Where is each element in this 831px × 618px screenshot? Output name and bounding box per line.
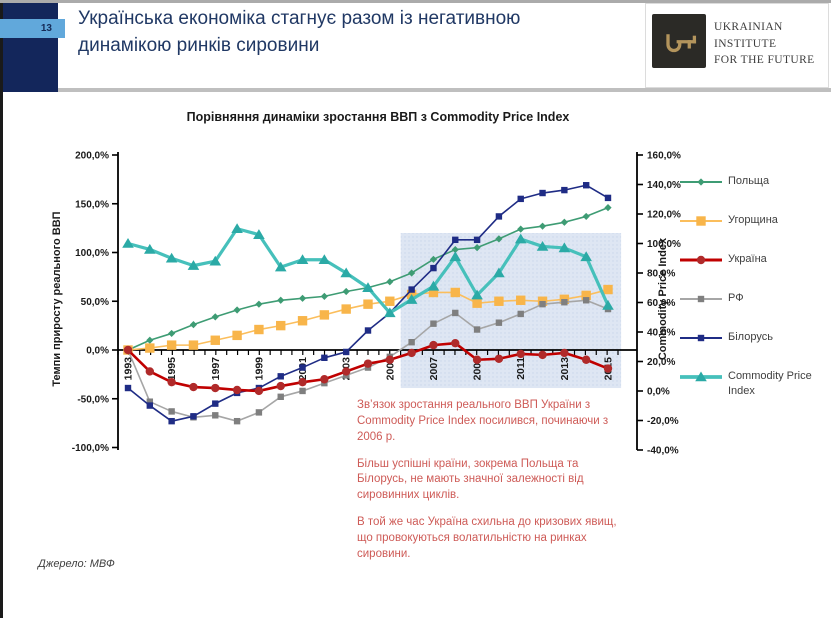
legend-item-білорусь: Білорусь: [680, 330, 830, 345]
annotation-block: Зв’язок зростання реального ВВП України …: [357, 398, 619, 574]
legend-marker-square-icon: [680, 334, 722, 342]
logo-mark: [652, 14, 706, 68]
legend-label: Польща: [728, 175, 770, 187]
right-axis-tick-label: 100,0%: [647, 239, 681, 250]
right-axis-tick-label: 140,0%: [647, 180, 681, 191]
annotation-1: Зв’язок зростання реального ВВП України …: [357, 399, 609, 443]
right-axis-tick-label: 120,0%: [647, 210, 681, 221]
legend-marker-square-large-icon: [680, 216, 722, 226]
chart-title: Порівняння динаміки зростання ВВП з Comm…: [186, 110, 570, 124]
x-axis-year-label: 1995: [166, 357, 178, 381]
left-axis-tick-label: 0,0%: [86, 346, 109, 357]
left-edge-strip: [0, 3, 3, 618]
x-axis-year-label: 2007: [428, 357, 440, 381]
series-україна: [123, 338, 613, 396]
right-axis-tick-label: -40,0%: [647, 446, 679, 457]
series-commodity-price-index: [122, 223, 614, 318]
right-axis-tick-label: -20,0%: [647, 416, 679, 427]
logo-line1: Ukrainian: [714, 21, 783, 33]
x-axis-year-label: 2011: [515, 357, 527, 380]
series-білорусь: [124, 182, 612, 425]
legend-item-україна: Україна: [680, 252, 830, 267]
top-border: [0, 0, 831, 3]
left-axis-tick-label: 50,0%: [81, 297, 109, 308]
right-axis-tick-label: 40,0%: [647, 328, 675, 339]
logo-line2: Institute: [714, 37, 777, 50]
slide-number: 13: [40, 23, 52, 34]
legend-label: Commodity Price Index: [728, 370, 812, 397]
header-navy-block: [3, 3, 58, 92]
legend-label: Білорусь: [728, 331, 773, 343]
legend-item-польща: Польща: [680, 174, 830, 189]
left-axis-tick-label: -50,0%: [77, 394, 109, 405]
legend-label: РФ: [728, 292, 744, 304]
left-axis-tick-label: 200,0%: [75, 151, 109, 162]
x-axis-year-label: 1993: [123, 357, 135, 381]
annotation-2: Більш успішні країни, зокрема Польща та …: [357, 457, 584, 502]
logo-line3: for the Future: [714, 54, 815, 67]
logo-text: Ukrainian Institute for the Future: [714, 19, 829, 69]
legend-marker-diamond-icon: [680, 178, 722, 186]
right-axis-tick-label: 20,0%: [647, 357, 675, 368]
left-axis-tick-label: -100,0%: [72, 443, 109, 454]
legend-label: Україна: [728, 253, 767, 265]
source-note: Джерело: МВФ: [38, 558, 115, 570]
header-divider: [58, 88, 831, 92]
slide-number-tab: 13: [0, 19, 65, 38]
legend-marker-circle-icon: [680, 255, 722, 265]
x-axis-year-label: 1997: [210, 357, 222, 381]
right-axis-tick-label: 0,0%: [647, 387, 670, 398]
legend-marker-square-icon: [680, 295, 722, 303]
left-axis-tick-label: 150,0%: [75, 199, 109, 210]
x-axis-year-label: 2013: [559, 357, 571, 381]
left-axis-tick-label: 100,0%: [75, 248, 109, 259]
legend-label: Угорщина: [728, 214, 778, 226]
chart-legend: Польща Угорщина Україна РФ Білорусь Commodity…: [680, 174, 830, 423]
right-axis-tick-label: 60,0%: [647, 298, 675, 309]
legend-item-рф: РФ: [680, 291, 830, 306]
right-axis-tick-label: 80,0%: [647, 269, 675, 280]
key-icon: [666, 34, 697, 53]
legend-item-угорщина: Угорщина: [680, 213, 830, 228]
x-axis-year-label: 1999: [253, 357, 265, 381]
right-axis-tick-label: 160,0%: [647, 151, 681, 162]
legend-item-commodity-price-index: Commodity Price Index: [680, 369, 830, 399]
slide-title: Українська економіка стагнує разом із не…: [78, 8, 521, 56]
annotation-3: В той же час Україна схильна до кризових…: [357, 516, 617, 560]
legend-marker-triangle-icon: [680, 371, 722, 382]
